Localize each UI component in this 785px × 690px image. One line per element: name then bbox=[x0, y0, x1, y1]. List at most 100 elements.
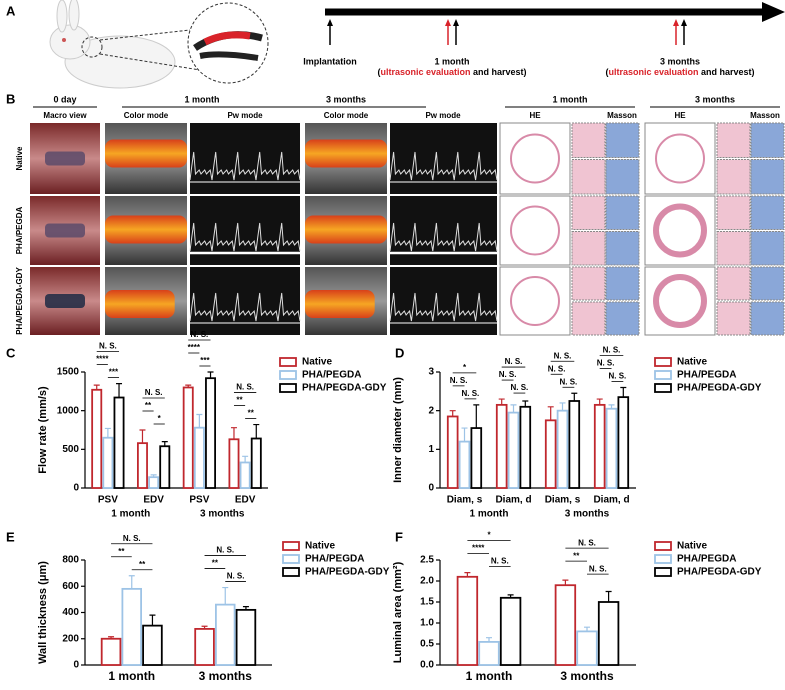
subcolumn-header: Pw mode bbox=[425, 111, 461, 120]
micro-section bbox=[605, 301, 640, 336]
micro-section bbox=[750, 301, 785, 336]
milestone-note: (ultrasonic evaluation and harvest) bbox=[605, 67, 754, 77]
x-tick-label: EDV bbox=[143, 495, 164, 506]
column-header: 1 month bbox=[553, 94, 588, 104]
group-label: 1 month bbox=[111, 509, 150, 520]
y-tick-label: 0 bbox=[73, 660, 79, 671]
subcolumn-header: HE bbox=[529, 111, 541, 120]
row-label: PHA/PEGDA-GDY bbox=[15, 267, 24, 335]
x-tick-label: 3 months bbox=[560, 669, 614, 683]
legend-swatch bbox=[282, 567, 300, 577]
bar bbox=[136, 442, 148, 489]
subcolumn-header: Masson bbox=[750, 111, 780, 120]
bar bbox=[214, 603, 236, 666]
legend-label: PHA/PEGDA bbox=[305, 554, 364, 565]
flow bbox=[305, 215, 387, 244]
error-bar bbox=[128, 575, 135, 589]
y-tick-label: 3 bbox=[428, 367, 434, 378]
legend-swatch bbox=[654, 554, 672, 564]
micro-section bbox=[605, 122, 640, 158]
sig-label: * bbox=[487, 531, 491, 540]
bar bbox=[113, 396, 125, 489]
sig-label: N. S. bbox=[99, 342, 117, 351]
sig-label: ** bbox=[236, 396, 243, 405]
error-bar bbox=[547, 406, 554, 421]
sig-label: * bbox=[158, 414, 162, 423]
error-bar bbox=[510, 404, 517, 413]
graft bbox=[45, 294, 85, 308]
x-tick-label: EDV bbox=[235, 495, 256, 506]
error-bar bbox=[596, 398, 603, 405]
legend-label: PHA/PEGDA-GDY bbox=[302, 383, 387, 394]
panel-label: E bbox=[6, 529, 15, 544]
sig-label: N. S. bbox=[505, 357, 523, 366]
sig-label: N. S. bbox=[236, 383, 254, 392]
note-part: and harvest) bbox=[471, 67, 527, 77]
error-bar bbox=[104, 427, 111, 438]
error-bar bbox=[486, 637, 492, 642]
error-bar bbox=[242, 455, 249, 463]
error-bar bbox=[207, 371, 214, 379]
sig-label: N. S. bbox=[578, 538, 596, 547]
y-axis-label: Inner diameter (mm) bbox=[392, 377, 404, 483]
error-bar bbox=[161, 441, 168, 447]
vessel bbox=[510, 276, 560, 326]
subcolumn-header: Macro view bbox=[43, 111, 87, 120]
bar bbox=[597, 601, 620, 666]
sig-label: N. S. bbox=[603, 346, 621, 355]
bar bbox=[495, 403, 508, 489]
legend-swatch bbox=[654, 370, 672, 380]
x-tick-label: Diam, d bbox=[593, 495, 629, 506]
error-bar bbox=[139, 429, 146, 444]
error-bar bbox=[461, 427, 468, 442]
row-label: PHA/PEGDA bbox=[15, 206, 24, 254]
y-axis-label: Luminal area (mm²) bbox=[392, 561, 404, 663]
y-tick-label: 1000 bbox=[57, 405, 80, 416]
y-tick-label: 1.0 bbox=[420, 618, 434, 629]
micro-section bbox=[750, 122, 785, 158]
waveform bbox=[189, 292, 301, 322]
bar bbox=[568, 400, 581, 489]
error-bar bbox=[498, 398, 505, 405]
note-part: ( bbox=[377, 67, 380, 77]
bar bbox=[159, 445, 171, 489]
error-bar bbox=[449, 410, 456, 417]
sig-label: ** bbox=[139, 560, 146, 569]
error-bar bbox=[464, 572, 471, 577]
legend-swatch bbox=[282, 554, 300, 564]
sig-label: N. S. bbox=[190, 330, 208, 339]
bar bbox=[478, 641, 500, 666]
group-label: 3 months bbox=[565, 509, 610, 520]
us-pw bbox=[190, 123, 300, 194]
bar bbox=[148, 476, 160, 489]
group-label: 3 months bbox=[200, 509, 245, 520]
x-tick-label: 3 months bbox=[199, 669, 253, 683]
sig-label: N. S. bbox=[462, 389, 480, 398]
legend-swatch bbox=[654, 383, 672, 393]
micro-section bbox=[750, 159, 785, 195]
sig-label: **** bbox=[96, 355, 109, 364]
row-label: Native bbox=[15, 146, 24, 171]
sig-label: N. S. bbox=[491, 557, 509, 566]
note-part: ( bbox=[605, 67, 608, 77]
us-pw bbox=[190, 267, 300, 335]
micro-section bbox=[750, 231, 785, 266]
bar bbox=[142, 624, 163, 666]
error-bar bbox=[608, 404, 615, 409]
bar bbox=[446, 415, 459, 489]
panel-label: B bbox=[6, 91, 15, 106]
legend-label: PHA/PEGDA bbox=[302, 370, 361, 381]
legend-swatch bbox=[654, 541, 672, 551]
sig-label: N. S. bbox=[499, 370, 517, 379]
bar bbox=[91, 388, 103, 489]
rabbit bbox=[49, 0, 269, 89]
error-bar bbox=[196, 413, 203, 428]
sig-label: ** bbox=[248, 409, 255, 418]
sig-label: ** bbox=[145, 401, 152, 410]
y-tick-label: 0 bbox=[73, 483, 79, 494]
milestone-label: 3 months bbox=[660, 56, 700, 66]
micro-section bbox=[571, 159, 606, 195]
graft bbox=[45, 151, 85, 166]
bar bbox=[228, 438, 240, 489]
micro-section bbox=[750, 266, 785, 301]
